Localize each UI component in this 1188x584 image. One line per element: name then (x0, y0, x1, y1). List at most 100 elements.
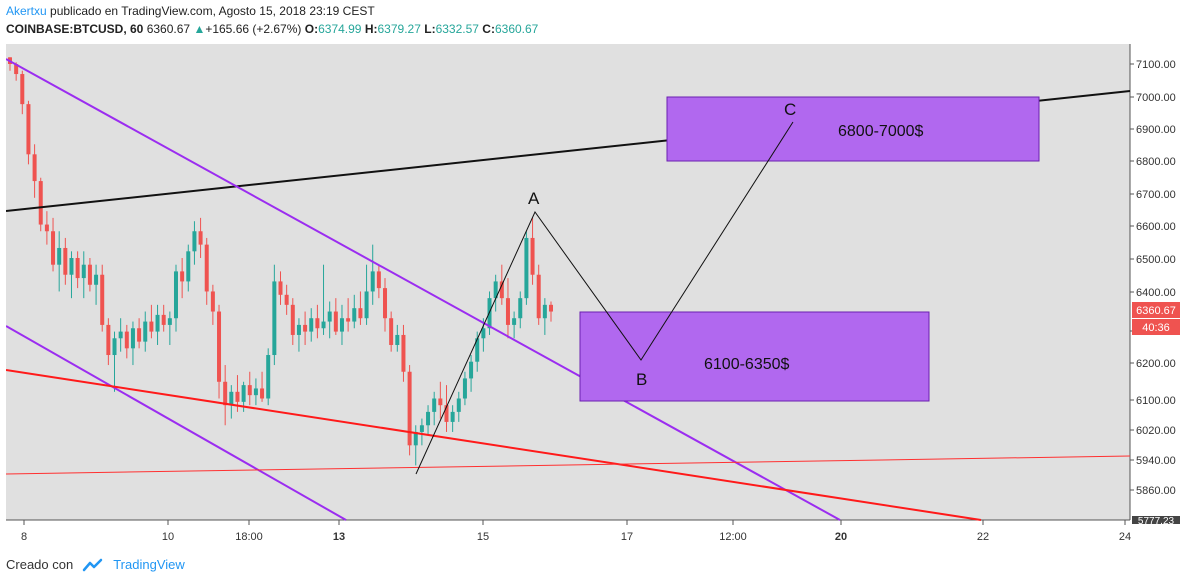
low-value: 6332.57 (435, 22, 479, 36)
candle-body (352, 308, 357, 322)
zone-upper-label: 6800-7000$ (838, 123, 924, 140)
candle-body (475, 338, 480, 362)
candle (419, 418, 424, 446)
bottom-cut-label: 5777.23 (1138, 516, 1175, 527)
thin-red-line[interactable] (5, 455, 1131, 475)
candle (370, 244, 375, 305)
channel-lower-line[interactable] (5, 325, 347, 521)
created-with-label: Creado con (6, 557, 74, 572)
candle-body (364, 291, 369, 319)
wave-label-b: B (636, 370, 647, 389)
candle-body (51, 231, 56, 265)
candle-body (253, 388, 258, 396)
price-axis-background (1130, 44, 1180, 520)
candle (303, 311, 308, 345)
candle (542, 298, 547, 335)
candle-body (75, 258, 80, 279)
candle-body (149, 321, 154, 332)
footer: Creado con TradingView (6, 557, 185, 572)
high-label: H: (364, 22, 378, 36)
x-tick-label: 20 (835, 531, 847, 543)
y-tick-label: 6500.00 (1136, 254, 1176, 266)
candle (130, 321, 135, 366)
candle (376, 264, 381, 299)
y-tick-label: 5940.00 (1136, 455, 1176, 467)
candle-body (376, 271, 381, 289)
abc-projection-path[interactable] (415, 121, 794, 475)
candle-body (173, 271, 178, 319)
candlestick-chart[interactable]: 7100.00 7000.00 6900.00 6800.00 6700.00 6600.… (5, 44, 1180, 550)
candle-body (524, 237, 529, 299)
candle-body (315, 318, 320, 329)
candle-body (426, 411, 431, 426)
candle (260, 371, 265, 402)
candle (389, 311, 394, 352)
candle-body (198, 231, 203, 245)
x-tick-label: 8 (21, 531, 27, 543)
candle-body (26, 104, 31, 155)
candle-body (186, 251, 191, 282)
close-value: 6360.67 (494, 22, 539, 36)
candle (32, 144, 37, 198)
candle (333, 298, 338, 335)
candle (432, 391, 437, 426)
candle-body (57, 247, 62, 265)
x-tick-label: 17 (621, 531, 633, 543)
candle-body (444, 405, 449, 422)
candle (94, 264, 99, 305)
chart-frame: 7100.00 7000.00 6900.00 6800.00 6700.00 6600.… (5, 44, 1180, 550)
candle (339, 304, 344, 345)
up-triangle-icon: ▲ (193, 22, 206, 36)
candle (20, 70, 25, 115)
x-tick-label: 24 (1119, 531, 1131, 543)
candle-body (549, 304, 553, 312)
candle (364, 264, 369, 325)
x-tick-label: 18:00 (235, 531, 263, 543)
y-tick-label: 6800.00 (1136, 156, 1176, 168)
candle (69, 251, 74, 299)
candle-body (462, 378, 467, 399)
current-price-label: 6360.67 (1136, 305, 1176, 317)
tradingview-cloud-icon[interactable] (81, 558, 105, 572)
candle-body (395, 334, 400, 345)
candle-body (438, 398, 443, 406)
candle (444, 385, 449, 432)
channel-upper-line[interactable] (5, 58, 841, 521)
candle-body (118, 331, 123, 339)
countdown-tag (1132, 319, 1180, 335)
candle-body (106, 324, 111, 356)
zone-upper[interactable] (666, 96, 1040, 162)
candle-body (407, 371, 412, 446)
candle (143, 311, 148, 352)
author-name[interactable]: Akertxu (6, 4, 47, 18)
x-tick-label: 15 (477, 531, 489, 543)
candle (57, 231, 62, 292)
tradingview-brand-link[interactable]: TradingView (113, 557, 185, 572)
candle (401, 324, 406, 382)
candle-body (272, 281, 277, 356)
candle (278, 271, 283, 305)
candle-body (94, 274, 99, 285)
candle (438, 381, 443, 419)
candle (63, 237, 68, 285)
candle (462, 371, 467, 406)
candle (75, 251, 80, 289)
support-trendline[interactable] (5, 369, 982, 521)
candle-body (512, 318, 517, 325)
candle (247, 371, 252, 406)
candle-body (278, 281, 283, 295)
candle (173, 264, 178, 332)
candle-body (217, 311, 222, 382)
candle-body (505, 298, 510, 325)
candle-body (542, 304, 547, 319)
y-tick-label: 6600.00 (1136, 221, 1176, 233)
candle (327, 301, 332, 339)
candle (272, 264, 277, 366)
candle-body (100, 274, 105, 325)
candle-body (137, 328, 142, 342)
countdown-label: 40:36 (1142, 322, 1170, 334)
candle-body (536, 274, 541, 319)
candle-body (327, 311, 332, 322)
y-tick-label: 6100.00 (1136, 395, 1176, 407)
candle (358, 291, 363, 325)
